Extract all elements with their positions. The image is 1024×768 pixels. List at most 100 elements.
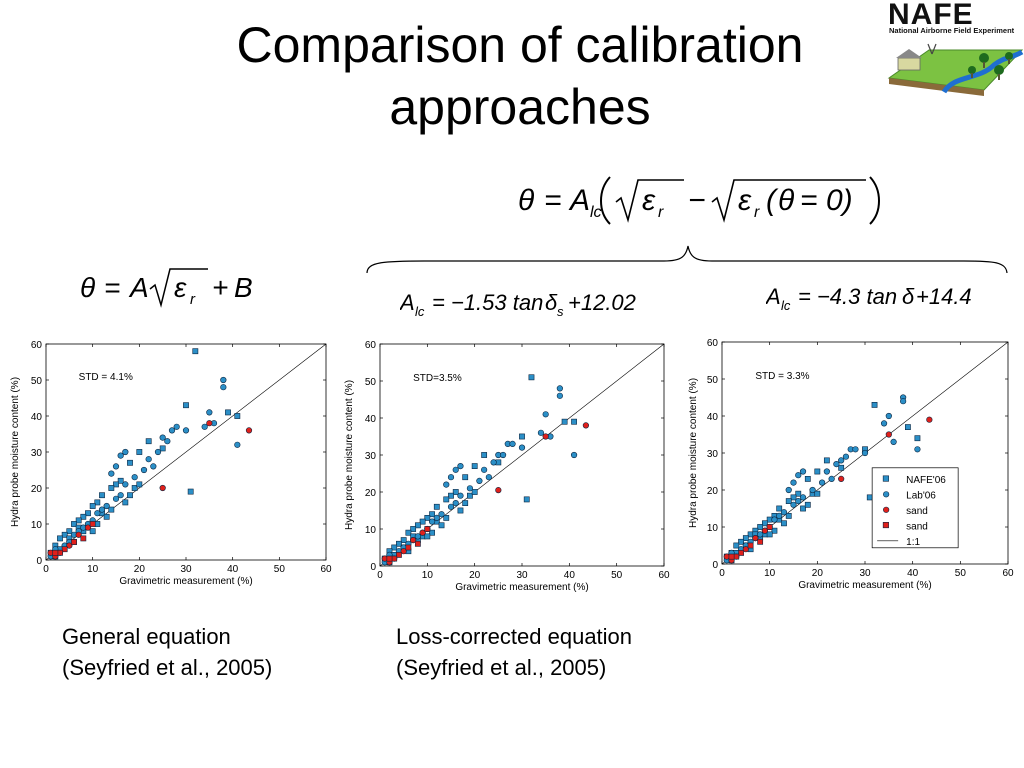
std-annotation: STD = 4.1%	[79, 372, 133, 383]
data-point-circle	[776, 512, 783, 519]
y-tick-label: 20	[365, 488, 377, 499]
data-point-circle	[833, 461, 840, 468]
legend-label: Lab'06	[906, 490, 936, 501]
data-point-circle	[447, 474, 455, 481]
data-point-square	[61, 546, 68, 553]
data-point-circle	[795, 498, 802, 505]
data-point-square	[61, 531, 68, 538]
data-point-circle	[795, 472, 802, 479]
data-point-circle	[842, 453, 850, 460]
data-point-square	[429, 511, 435, 518]
svg-text:ε: ε	[642, 184, 656, 217]
data-point-circle	[780, 509, 788, 516]
equation-alc-right-graphic: A lc = −4.3 tan δ +14.4	[764, 284, 972, 313]
x-tick-label: 10	[764, 568, 776, 579]
x-tick-label: 30	[859, 568, 871, 579]
equation-general: θ = A ε r + B	[80, 265, 270, 315]
data-point-circle	[499, 451, 507, 459]
svg-text:r: r	[190, 291, 196, 308]
data-point-circle	[828, 475, 835, 482]
logo-wordmark: NAFE	[888, 0, 974, 31]
y-tick-label: 50	[365, 377, 377, 388]
data-point-circle	[457, 492, 464, 499]
data-point-circle	[150, 463, 157, 470]
data-point-square	[94, 499, 101, 506]
x-axis-label: Gravimetric measurement (%)	[455, 582, 588, 593]
svg-text:δ: δ	[902, 284, 915, 309]
data-point-circle	[452, 500, 459, 507]
data-point-circle	[117, 452, 124, 459]
y-tick-label: 10	[365, 525, 377, 536]
y-tick-label: 20	[707, 486, 719, 497]
y-tick-label: 40	[707, 412, 719, 423]
data-point-circle	[201, 423, 208, 430]
svg-text:+12.02: +12.02	[568, 290, 636, 315]
data-point-square	[386, 555, 393, 562]
x-tick-label: 0	[377, 570, 383, 581]
svg-text:r: r	[754, 204, 760, 221]
data-point-square	[742, 535, 749, 541]
svg-text:s: s	[557, 304, 564, 319]
data-point-circle	[537, 429, 545, 436]
data-point-square	[424, 526, 431, 532]
svg-text:lc: lc	[415, 304, 425, 319]
data-point-square	[234, 413, 241, 419]
data-point-circle	[556, 392, 563, 399]
data-point-circle	[159, 434, 166, 441]
data-point-square	[561, 418, 568, 425]
data-point-square	[523, 496, 530, 503]
data-point-square	[89, 503, 96, 509]
data-point-square	[89, 521, 96, 527]
svg-text:A: A	[400, 290, 415, 315]
x-tick-label: 10	[422, 570, 434, 581]
data-point-circle	[103, 502, 110, 510]
legend-label: 1:1	[906, 537, 920, 548]
logo-subtitle: National Airborne Field Experiment	[889, 26, 1015, 35]
data-point-square	[871, 402, 878, 408]
legend-label: NAFE'06	[906, 475, 946, 486]
data-point-square	[391, 544, 398, 551]
caption-general-line2: (Seyfried et al., 2005)	[62, 655, 273, 680]
data-point-circle	[112, 463, 120, 470]
data-point-square	[462, 500, 469, 506]
data-point-square	[733, 553, 740, 560]
data-point-square	[99, 492, 105, 499]
data-point-square	[738, 538, 744, 545]
data-point-square	[471, 463, 478, 469]
data-point-circle	[443, 481, 450, 488]
data-point-square	[800, 505, 806, 512]
slide-title-line2: approaches	[389, 79, 651, 135]
data-point-circle	[742, 546, 749, 553]
legend-marker-circle	[883, 491, 890, 498]
x-tick-label: 40	[227, 564, 239, 575]
y-tick-label: 50	[31, 376, 43, 387]
svg-text:B: B	[234, 272, 253, 303]
legend-marker-square	[882, 475, 889, 482]
data-point-square	[57, 535, 63, 542]
svg-text:0): 0)	[826, 184, 853, 217]
data-point-circle	[790, 501, 797, 508]
data-point-circle	[799, 468, 807, 475]
svg-text:(: (	[766, 184, 779, 217]
data-point-square	[113, 481, 119, 488]
nafe-logo: NAFE National Airborne Field Experiment	[884, 0, 1024, 100]
y-tick-label: 10	[707, 523, 719, 534]
data-point-square	[396, 552, 402, 558]
data-point-circle	[234, 441, 241, 448]
scatter-chart-general: 0 10 20 30 40 50 60 0 10 20 30 40 50 60 Gravimetric me…	[10, 340, 332, 587]
data-point-square	[80, 535, 87, 542]
data-point-circle	[809, 486, 816, 494]
data-point-circle	[66, 542, 73, 549]
data-point-circle	[433, 514, 440, 521]
data-point-square	[225, 409, 231, 416]
data-point-circle	[752, 535, 759, 542]
caption-mid-line2: (Seyfried et al., 2005)	[396, 655, 607, 680]
data-point-square	[747, 542, 754, 549]
data-point-circle	[94, 510, 101, 517]
svg-text:ε: ε	[174, 272, 187, 303]
data-point-circle	[509, 440, 516, 447]
x-tick-label: 30	[180, 564, 192, 575]
data-point-circle	[542, 433, 549, 440]
data-point-square	[136, 449, 143, 455]
data-point-circle	[168, 427, 176, 434]
